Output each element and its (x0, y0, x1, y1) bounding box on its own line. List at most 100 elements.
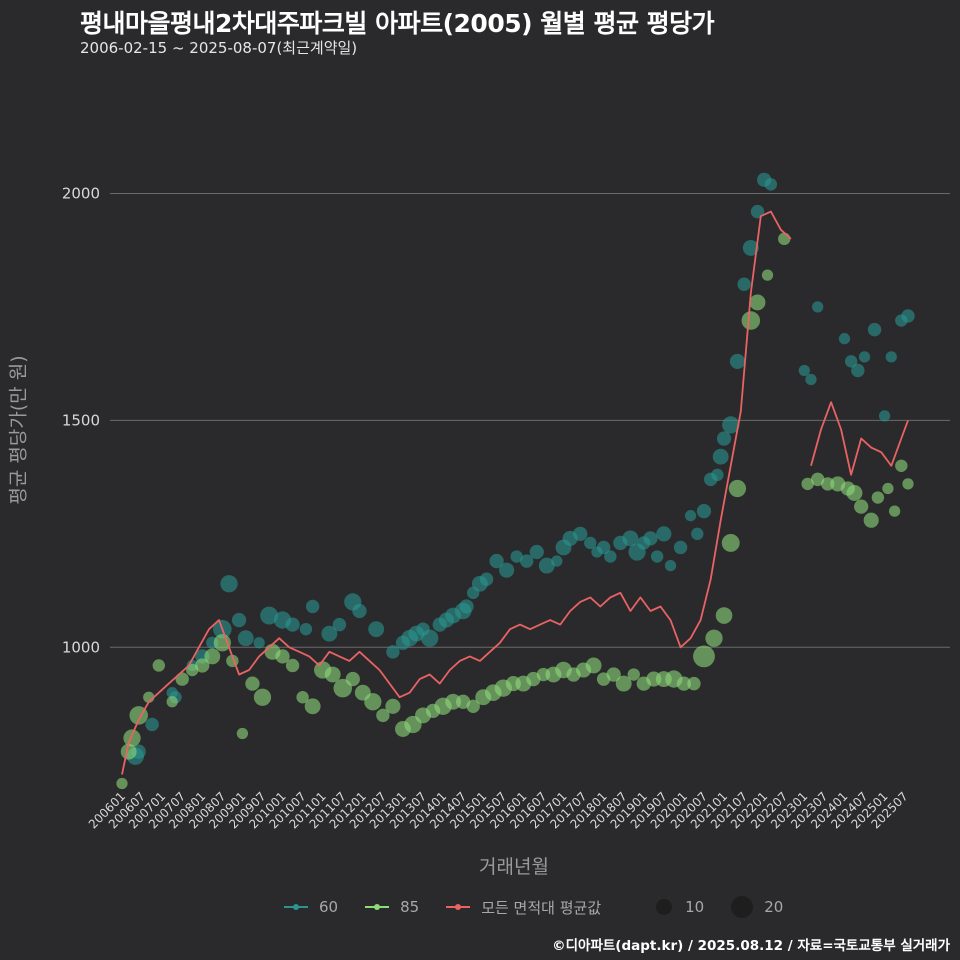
series-85-point (296, 691, 309, 704)
series-60-point (764, 178, 778, 191)
series-85-point (445, 693, 462, 710)
series-85-point (687, 676, 701, 691)
series-85-point (376, 708, 390, 723)
legend-label-average: 모든 면적대 평균값 (481, 898, 602, 917)
size-legend-label-20: 20 (764, 898, 784, 916)
y-tick-label: 2000 (62, 184, 100, 202)
x-axis-label: 거래년월 (479, 856, 549, 878)
series-60-point (742, 239, 759, 256)
series-60-point (573, 526, 588, 541)
series-85-point (778, 232, 791, 246)
series-85-point (627, 668, 640, 681)
series-60-point (253, 637, 265, 649)
chart-subtitle: 2006-02-15 ~ 2025-08-07(최근계약일) (80, 39, 358, 57)
series-60-point (867, 322, 882, 337)
series-85-point (345, 671, 360, 687)
series-60-point (499, 562, 515, 578)
series-85-point (466, 699, 480, 714)
series-60-point (510, 550, 523, 563)
gridlines (110, 192, 950, 648)
y-tick-label: 1500 (62, 411, 100, 429)
legend-item-average[interactable]: 모든 면적대 평균값 (445, 897, 601, 918)
series-85-point (676, 676, 692, 691)
series-60-point (529, 544, 544, 560)
source-credit: ©디아파트(dapt.kr) / 2025.08.12 / 자료=국토교통부 실… (552, 938, 950, 954)
series-85-point (364, 693, 382, 711)
series-85-point (175, 672, 189, 686)
series-60-point (691, 527, 704, 541)
series-60-point (285, 617, 300, 632)
series-85-point (705, 629, 723, 647)
series-60-point (878, 410, 891, 422)
series-60-point (712, 448, 729, 465)
legend-swatch-average (446, 904, 471, 910)
series-60-point (696, 504, 712, 519)
series-60-point (305, 599, 320, 614)
series-60-point (231, 612, 247, 628)
series-85-point (120, 743, 137, 760)
y-tick-label: 1000 (62, 638, 100, 656)
series-60-point (520, 554, 534, 568)
series-60-point (750, 204, 765, 219)
series-85-point (116, 777, 128, 790)
legend-item-85[interactable]: 85 (364, 898, 419, 916)
series-85-point (761, 269, 774, 281)
series-85-point (895, 459, 908, 472)
series-60-point (684, 510, 697, 522)
series-85-point (236, 727, 249, 740)
legend: 60 85 모든 면적대 평균값 10 20 (283, 895, 809, 919)
series-85-point (728, 479, 747, 498)
legend-item-60[interactable]: 60 (283, 898, 338, 916)
series-85-point (204, 648, 221, 665)
series-85-point (749, 294, 766, 311)
series-85-point (715, 607, 733, 624)
series-85-point (385, 698, 401, 714)
series-85-points (116, 232, 914, 790)
series-85-point (245, 676, 260, 691)
series-60-point (479, 572, 494, 586)
series-85-point (801, 477, 814, 491)
series-60-point (885, 351, 897, 363)
average-line-segment-1 (810, 401, 909, 476)
series-60-point (321, 625, 338, 642)
series-60-point (237, 630, 254, 647)
average-line (121, 210, 909, 775)
series-85-point (721, 533, 740, 552)
series-60-point (584, 536, 597, 550)
series-60-point (220, 575, 238, 593)
x-tick-labels: 2006012006072007012007072008012008072009… (86, 789, 911, 831)
legend-swatch-85 (365, 904, 390, 910)
series-85-point (585, 657, 602, 674)
series-60-point (838, 333, 851, 345)
series-60-point (805, 373, 817, 386)
size-legend-10: 10 (653, 896, 704, 918)
series-85-point (615, 675, 632, 692)
series-60-point (716, 431, 732, 446)
size-legend-circle-20 (731, 896, 754, 918)
series-85-point (863, 512, 879, 528)
series-85-point (285, 658, 300, 673)
series-85-point (902, 478, 914, 490)
series-60-point (844, 355, 858, 368)
series-60-point (622, 530, 639, 547)
legend-label-85: 85 (400, 898, 420, 916)
series-60-point (332, 617, 347, 632)
legend-swatch-60 (284, 904, 308, 910)
series-85-point (741, 311, 761, 330)
series-60-point (812, 301, 824, 313)
series-60-point (798, 364, 810, 377)
series-60-point (386, 645, 400, 659)
series-60-point (299, 622, 313, 636)
series-85-point (275, 649, 290, 664)
size-legend-20: 20 (730, 895, 783, 919)
series-85-point (882, 482, 894, 495)
average-line-segment-0 (121, 210, 792, 775)
series-85-point (888, 505, 901, 517)
y-tick-labels: 1000 1500 2000 (62, 184, 100, 656)
series-60-point (664, 559, 677, 572)
series-60-point (729, 353, 745, 369)
series-85-point (871, 491, 885, 504)
series-85-point (152, 659, 165, 672)
series-60-point (551, 555, 563, 567)
series-85-point (606, 667, 621, 682)
